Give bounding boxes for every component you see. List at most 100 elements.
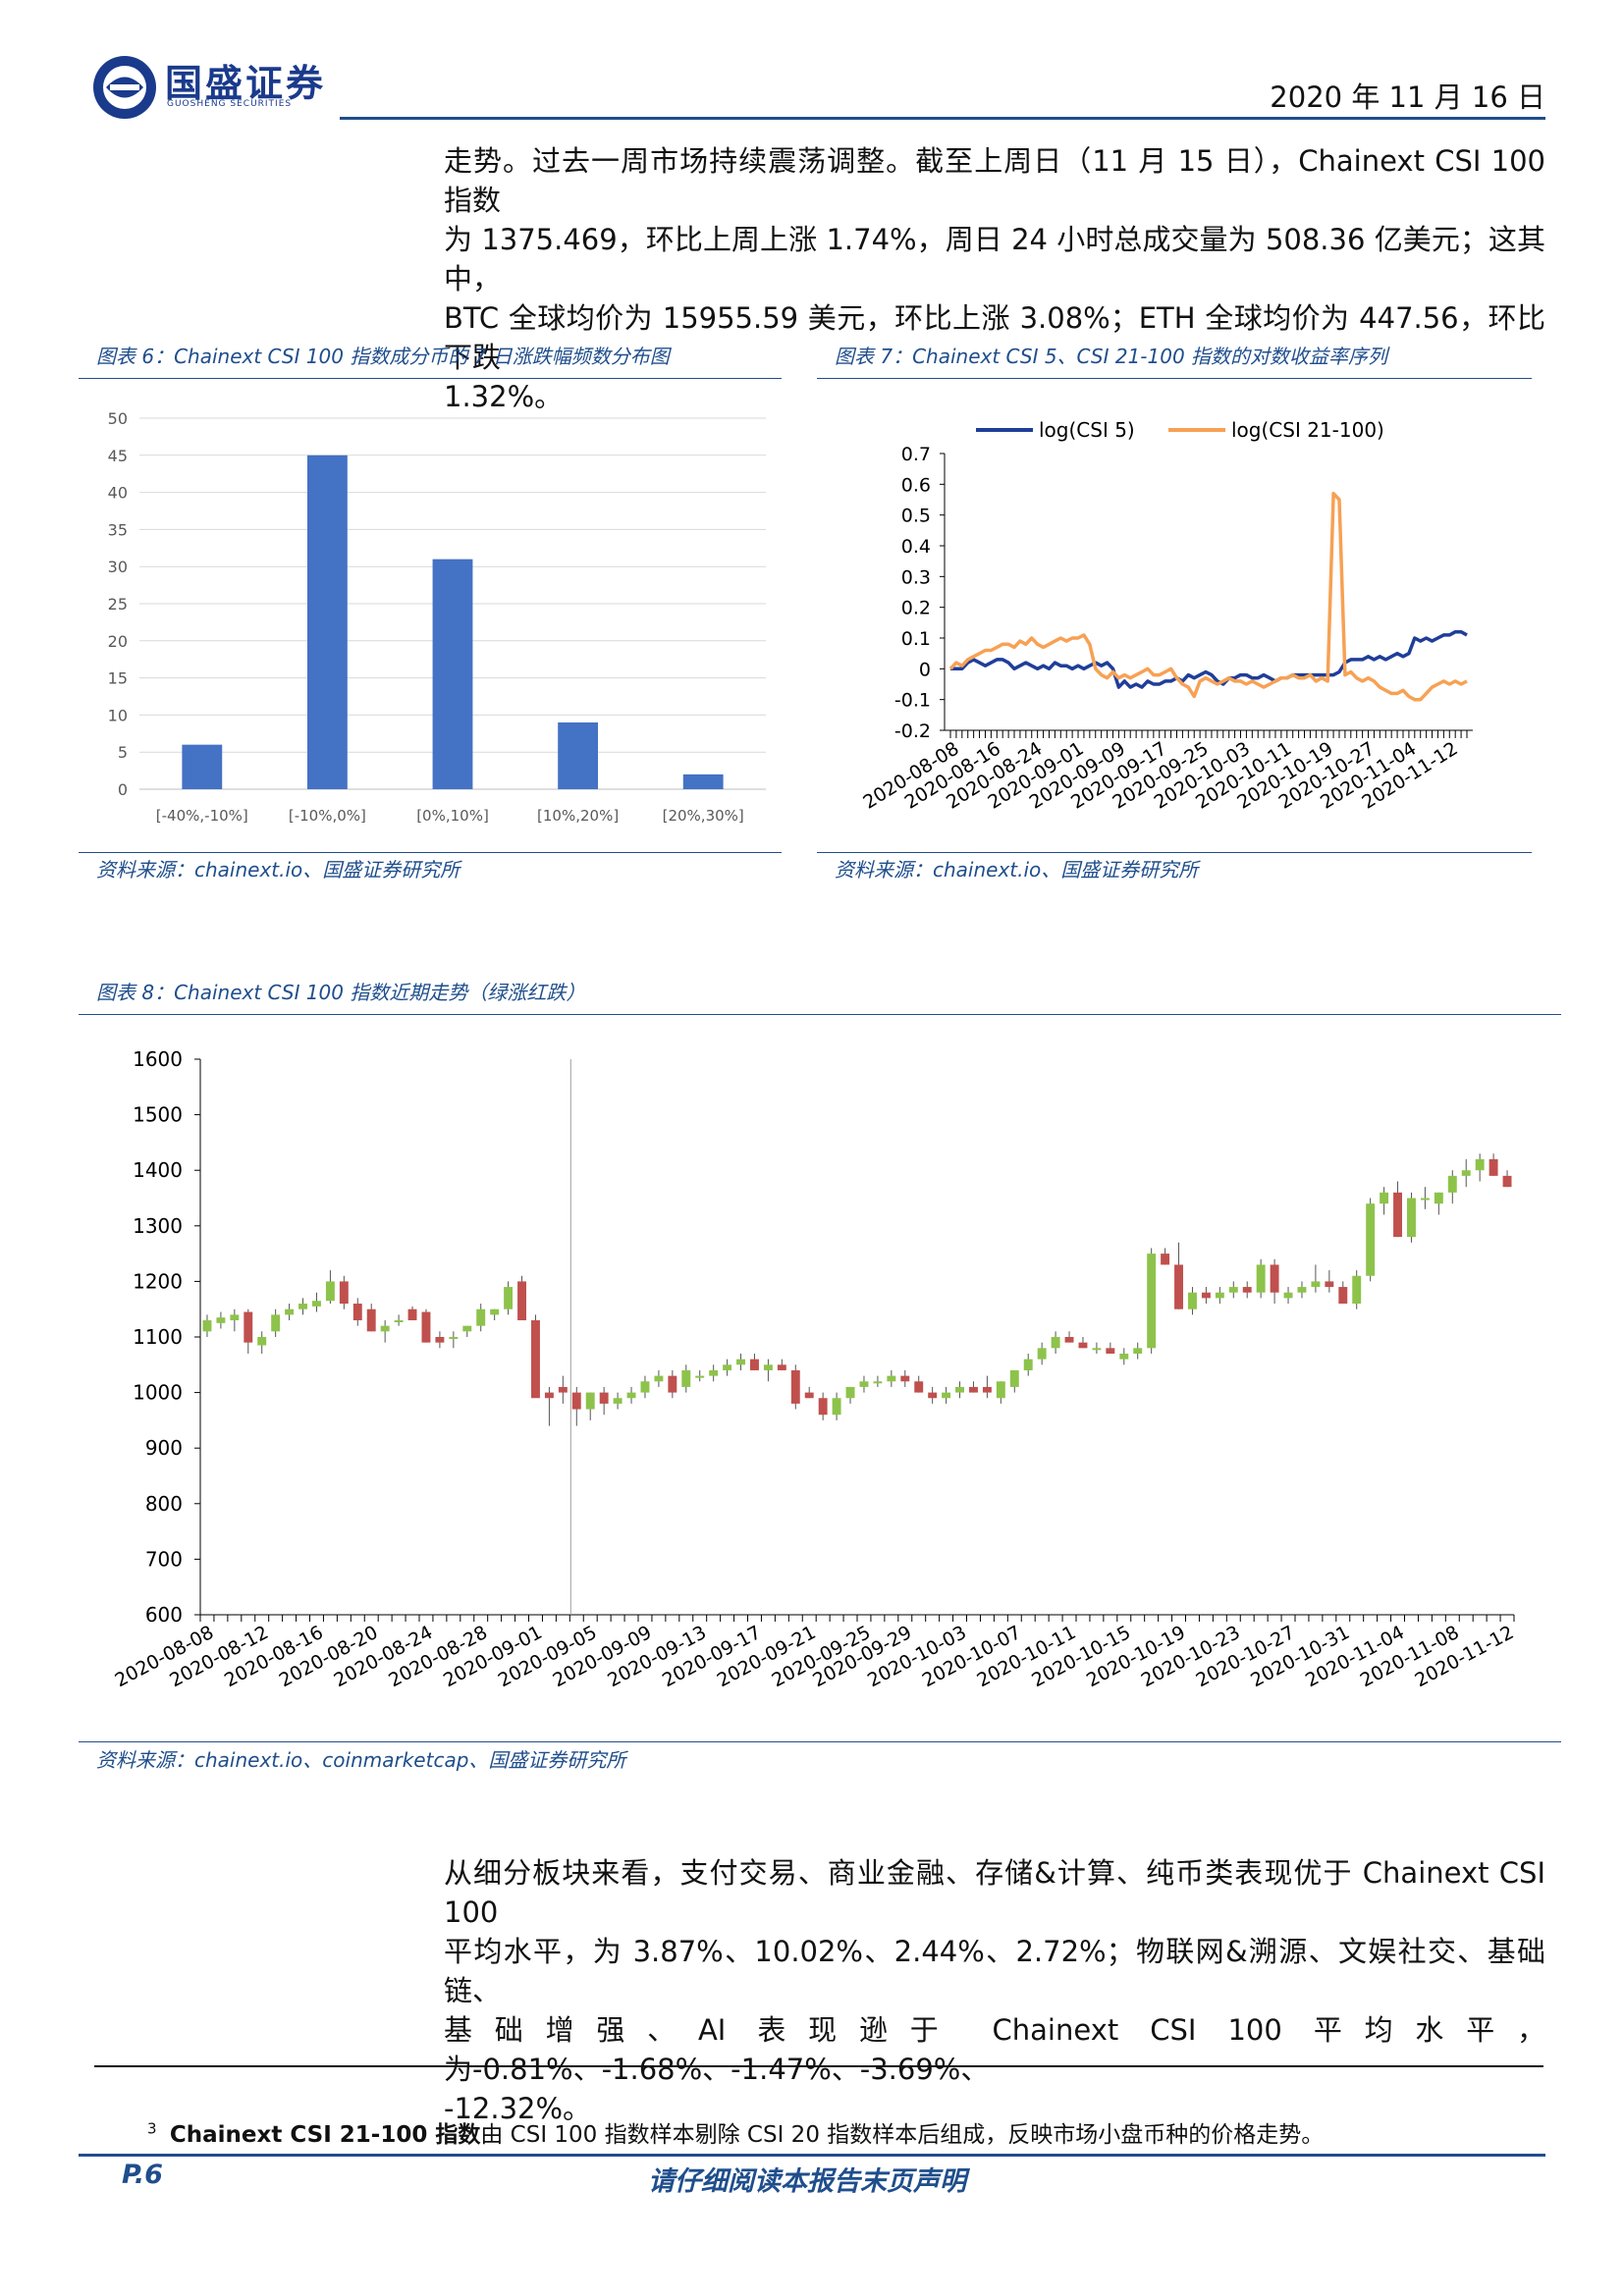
candle-body: [1023, 1359, 1033, 1370]
candle-body: [1228, 1287, 1238, 1293]
y-tick-label: 600: [145, 1603, 183, 1627]
candle-body: [736, 1359, 745, 1365]
y-tick-label: 15: [108, 669, 128, 688]
sector-line: 平均水平，为 3.87%、10.02%、2.44%、2.72%；物联网&溯源、文…: [444, 1935, 1545, 2007]
intro-line: 1.32%。: [444, 380, 564, 413]
intro-paragraph: 走势。过去一周市场持续震荡调整。截至上周日（11 月 15 日），Chainex…: [444, 141, 1545, 416]
candle-body: [1447, 1175, 1457, 1193]
candle-body: [1106, 1348, 1115, 1354]
bar: [558, 721, 599, 789]
figure6-top-rule: [79, 378, 782, 379]
candle-body: [1420, 1198, 1430, 1201]
candle-body: [1380, 1192, 1389, 1204]
candle-body: [1434, 1192, 1443, 1204]
figure7-line-chart: -0.2 -0.1 0 0.1 0.2 0.3 0.4 0.5 0.6 0.7 log(CSI 5)…: [859, 418, 1473, 814]
candle-body: [435, 1337, 445, 1343]
y-tick-label: 1200: [133, 1269, 183, 1293]
candle-body: [1461, 1170, 1471, 1176]
logo-en: GUOSHENG SECURITIES: [167, 99, 293, 109]
bar: [682, 774, 724, 789]
candle-body: [1188, 1292, 1197, 1309]
y-tick-label: 20: [108, 632, 128, 651]
candle-body: [681, 1369, 691, 1387]
y-tick-label: 0: [919, 659, 931, 680]
intro-line: BTC 全球均价为 15955.59 美元，环比上涨 3.08%；ETH 全球均…: [444, 301, 1545, 374]
candle-body: [1338, 1287, 1348, 1305]
figure6-bottom-rule: [79, 852, 782, 853]
candle-body: [790, 1369, 800, 1404]
candle-body: [1502, 1175, 1512, 1188]
candle-body: [407, 1308, 417, 1321]
candle-body: [1270, 1264, 1279, 1293]
y-tick-label: 0: [118, 780, 128, 799]
logo-cn: 国盛证券: [165, 62, 327, 105]
candle-body: [1311, 1281, 1321, 1288]
figure6-source: 资料来源：chainext.io、国盛证券研究所: [96, 858, 460, 881]
x-tick-label: [10%,20%]: [537, 807, 619, 825]
candle-body: [914, 1381, 924, 1393]
candle-body: [709, 1369, 719, 1376]
y-tick-label: 1300: [133, 1214, 183, 1238]
y-tick-label: 5: [118, 743, 128, 762]
candle-body: [490, 1308, 500, 1315]
candle-body: [969, 1386, 978, 1393]
footer-rule: [79, 2154, 1545, 2157]
candle-body: [900, 1375, 910, 1382]
candle-body: [1133, 1348, 1143, 1354]
x-tick-label: [20%,30%]: [663, 807, 744, 825]
candle-body: [366, 1308, 376, 1332]
candle-body: [1092, 1348, 1102, 1351]
figure8-bottom-rule: [79, 1741, 1561, 1742]
candle-body: [1037, 1348, 1047, 1360]
candle-body: [1489, 1158, 1498, 1176]
y-tick-label: 0.4: [901, 536, 931, 558]
candle-body: [1242, 1287, 1252, 1293]
y-tick-label: 700: [145, 1547, 183, 1571]
figure7-top-rule: [817, 378, 1532, 379]
candle-body: [462, 1325, 472, 1332]
candle-body: [804, 1392, 814, 1399]
y-tick-label: 0.6: [901, 474, 931, 496]
candle-body: [1352, 1275, 1362, 1305]
bar: [182, 744, 223, 789]
candle-body: [1201, 1292, 1211, 1299]
footnote-text: 由 CSI 100 指数样本剔除 CSI 20 指数样本后组成，反映市场小盘币种…: [480, 2122, 1325, 2148]
candle-body: [613, 1398, 623, 1404]
series-line: [950, 629, 1468, 689]
y-tick-label: 30: [108, 558, 128, 576]
candle-body: [777, 1364, 786, 1370]
candle-body: [352, 1304, 362, 1321]
figure7-caption: 图表 7：Chainext CSI 5、CSI 21-100 指数的对数收益率序…: [835, 345, 1388, 368]
sector-paragraph: 从细分板块来看，支付交易、商业金融、存储&计算、纯币类表现优于 Chainext…: [444, 1853, 1545, 2128]
candle-body: [942, 1392, 951, 1399]
report-date: 2020 年 11 月 16 日: [1270, 80, 1545, 114]
y-tick-label: 40: [108, 484, 128, 503]
candle-body: [312, 1301, 321, 1307]
y-tick-label: 0.2: [901, 598, 931, 619]
figure6-caption: 图表 6：Chainext CSI 100 指数成分币的 7 日涨跌幅频数分布图: [96, 345, 670, 368]
candle-body: [1147, 1254, 1157, 1349]
candle-body: [517, 1281, 526, 1321]
candle-body: [339, 1281, 349, 1305]
y-tick-label: 0.7: [901, 444, 931, 465]
footer-disclaimer: 请仔细阅读本报告末页声明: [648, 2166, 966, 2197]
y-tick-label: 1000: [133, 1381, 183, 1405]
candle-body: [832, 1398, 841, 1415]
candle-body: [1256, 1264, 1266, 1293]
candle-body: [1009, 1369, 1019, 1387]
y-tick-label: 10: [108, 706, 128, 724]
intro-line: 为 1375.469，环比上周上涨 1.74%，周日 24 小时总成交量为 50…: [444, 223, 1545, 295]
figure7-bottom-rule: [817, 852, 1532, 853]
candle-body: [845, 1386, 855, 1399]
sector-line: 基础增强、AI 表现逊于 Chainext CSI 100 平均水平，为-0.8…: [444, 2013, 1545, 2086]
x-tick-label: [-40%,-10%]: [156, 807, 248, 825]
candle-body: [244, 1311, 253, 1343]
candle-body: [571, 1392, 581, 1410]
y-tick-label: 0.5: [901, 506, 931, 527]
candle-body: [476, 1308, 486, 1326]
y-tick-label: 25: [108, 595, 128, 614]
y-tick-label: 900: [145, 1436, 183, 1460]
y-tick-label: 1100: [133, 1325, 183, 1349]
candle-body: [394, 1320, 404, 1323]
candle-body: [763, 1364, 773, 1370]
